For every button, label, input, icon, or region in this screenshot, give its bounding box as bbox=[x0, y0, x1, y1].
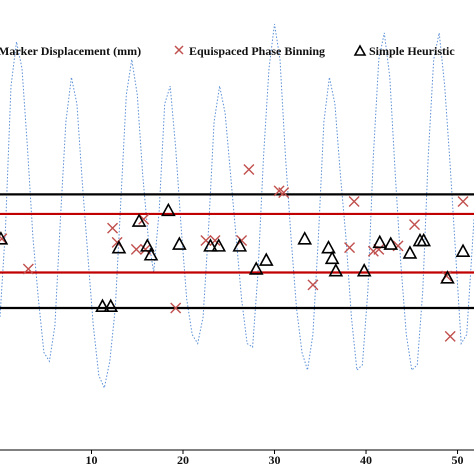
plot-area bbox=[0, 23, 474, 390]
heuristic-point bbox=[297, 231, 313, 245]
equispaced-point bbox=[107, 222, 119, 234]
heuristic-point bbox=[161, 202, 176, 217]
equispaced-point bbox=[344, 242, 356, 254]
equispaced-point bbox=[200, 235, 212, 247]
heuristic-point bbox=[258, 252, 274, 266]
equispaced-point bbox=[444, 330, 456, 342]
legend-label-simple-heuristic: Simple Heuristic bbox=[369, 44, 455, 58]
legend-x-marker-icon bbox=[174, 45, 184, 55]
equispaced-point bbox=[22, 263, 34, 275]
heuristic-point bbox=[103, 298, 119, 313]
heuristic-point bbox=[211, 238, 227, 252]
heuristic-point bbox=[416, 232, 432, 247]
x-tick-label: 30 bbox=[269, 453, 281, 467]
heuristic-point bbox=[139, 238, 155, 252]
equispaced-point bbox=[130, 243, 142, 255]
equispaced-point bbox=[373, 243, 385, 255]
x-axis: 10 20 30 40 50 bbox=[0, 449, 474, 467]
heuristic-point bbox=[111, 239, 127, 254]
heuristic-point bbox=[95, 298, 110, 313]
equispaced-point bbox=[348, 196, 360, 207]
heuristic-point bbox=[232, 238, 248, 252]
heuristic-point bbox=[328, 263, 344, 277]
heuristic-point bbox=[203, 238, 218, 252]
x-tick-label: 10 bbox=[86, 453, 98, 467]
equispaced-point bbox=[209, 235, 221, 247]
x-tick-label: 20 bbox=[177, 453, 189, 467]
heuristic-point bbox=[440, 270, 455, 284]
equispaced-point bbox=[457, 196, 469, 207]
legend-triangle-marker-icon bbox=[353, 44, 367, 56]
heuristic-point bbox=[321, 239, 336, 254]
heuristic-point bbox=[356, 263, 372, 277]
heuristic-point bbox=[372, 234, 388, 249]
heuristic-point bbox=[0, 231, 9, 245]
equispaced-point bbox=[409, 219, 421, 231]
legend-label-marker-displacement: Marker Displacement (mm) bbox=[0, 44, 141, 58]
heuristic-point bbox=[143, 247, 159, 261]
heuristic-point bbox=[402, 245, 418, 259]
legend: Marker Displacement (mm) Equispaced Phas… bbox=[0, 44, 455, 58]
heuristic-point bbox=[131, 213, 147, 227]
equispaced-point bbox=[243, 164, 255, 176]
equispaced-point bbox=[307, 279, 319, 291]
legend-label-equispaced-phase-binning: Equispaced Phase Binning bbox=[189, 44, 325, 58]
equispaced-point bbox=[278, 187, 290, 199]
equispaced-point bbox=[170, 302, 182, 314]
heuristic-point bbox=[324, 250, 340, 265]
heuristic-point bbox=[455, 243, 471, 257]
marker-displacement-line bbox=[0, 23, 474, 390]
x-tick-label: 40 bbox=[360, 453, 372, 467]
heuristic-point bbox=[172, 236, 187, 250]
x-tick-label: 50 bbox=[452, 453, 464, 467]
heuristic-point bbox=[248, 261, 264, 275]
heuristic-point bbox=[383, 236, 399, 250]
